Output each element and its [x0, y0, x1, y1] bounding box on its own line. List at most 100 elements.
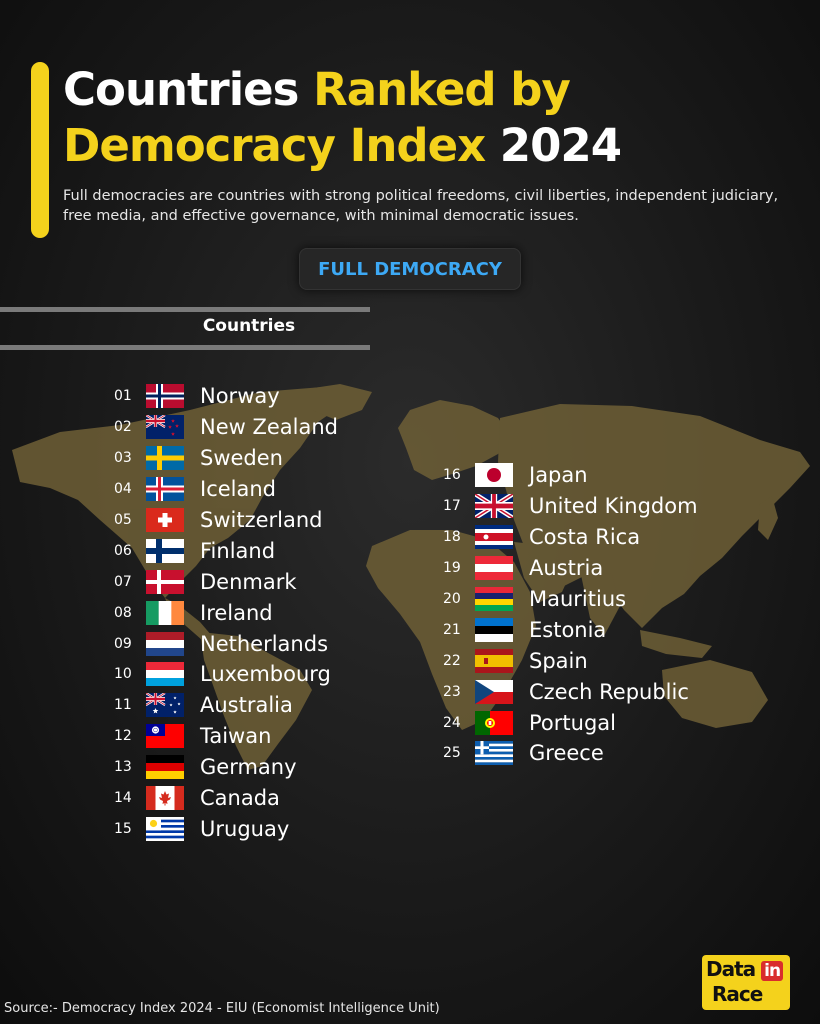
- country-row: 15 Uruguay: [108, 813, 338, 844]
- uruguay-flag-icon: [146, 816, 184, 841]
- new-zealand-flag-icon: [146, 415, 184, 440]
- iceland-flag-icon: [146, 477, 184, 502]
- country-name: Czech Republic: [529, 679, 689, 704]
- portugal-flag-icon: [475, 710, 513, 735]
- denmark-flag-icon: [146, 569, 184, 594]
- country-name: Mauritius: [529, 587, 627, 611]
- country-rank: 19: [443, 560, 461, 577]
- title-part-year: 2024: [485, 119, 622, 172]
- country-name: Finland: [200, 538, 276, 563]
- country-row: 08 Ireland: [108, 597, 338, 628]
- country-row: 14 Canada: [108, 783, 338, 814]
- sweden-flag-icon: [146, 446, 184, 471]
- country-rank: 12: [114, 728, 132, 745]
- country-row: 05 Switzerland: [108, 505, 338, 536]
- country-rank: 01: [114, 388, 132, 405]
- country-row: 18 Costa Rica: [437, 522, 698, 553]
- canada-flag-icon: [146, 786, 184, 811]
- country-row: 12 Taiwan: [108, 721, 338, 752]
- country-rank: 22: [443, 652, 461, 669]
- country-rank: 02: [114, 419, 132, 436]
- country-rank: 06: [114, 542, 132, 559]
- austria-flag-icon: [475, 556, 513, 581]
- spain-flag-icon: [475, 648, 513, 673]
- country-name: Estonia: [529, 617, 607, 642]
- switzerland-flag-icon: [146, 508, 184, 532]
- country-row: 06 Finland: [108, 535, 338, 566]
- country-rank: 13: [114, 759, 132, 776]
- logo-word-race: Race: [712, 982, 763, 1006]
- finland-flag-icon: [146, 538, 184, 563]
- country-row: 22 Spain: [437, 645, 698, 676]
- country-row: 20 Mauritius: [437, 584, 698, 615]
- country-row: 16 Japan: [437, 460, 698, 491]
- country-row: 19 Austria: [437, 553, 698, 584]
- japan-flag-icon: [475, 463, 513, 488]
- country-rank: 25: [443, 745, 461, 762]
- country-name: Greece: [529, 741, 604, 766]
- data-in-race-logo: Data in Race: [702, 955, 790, 1010]
- norway-flag-icon: [146, 384, 184, 409]
- country-row: 24 Portugal: [437, 707, 698, 738]
- united-kingdom-flag-icon: [475, 494, 513, 519]
- country-rank: 14: [114, 790, 132, 807]
- column-header: Countries: [202, 316, 296, 336]
- country-name: Netherlands: [200, 631, 329, 656]
- country-rank: 15: [114, 820, 132, 837]
- country-name: Costa Rica: [529, 525, 641, 550]
- country-rank: 20: [443, 591, 461, 607]
- world-map-background: [12, 384, 810, 770]
- country-name: Uruguay: [200, 816, 290, 841]
- country-row: 09 Netherlands: [108, 628, 338, 659]
- country-row: 21 Estonia: [437, 614, 698, 645]
- country-rank: 16: [443, 467, 461, 484]
- source-note: Source:- Democracy Index 2024 - EIU (Eco…: [4, 1001, 440, 1016]
- country-rank: 18: [443, 529, 461, 546]
- logo-word-in: in: [761, 961, 784, 981]
- country-name: Luxembourg: [200, 662, 331, 687]
- category-badge: FULL DEMOCRACY: [299, 248, 521, 290]
- country-name: Australia: [200, 693, 293, 718]
- country-name: Ireland: [200, 600, 273, 625]
- country-name: Sweden: [200, 446, 283, 471]
- country-name: Spain: [529, 648, 588, 673]
- country-rank: 10: [114, 666, 132, 683]
- country-name: Japan: [529, 463, 588, 488]
- country-row: 03 Sweden: [108, 443, 338, 474]
- page-title: Countries Ranked by Democracy Index 2024: [63, 62, 803, 174]
- country-list-left: 01 Norway 02 New Zealand 03 Sweden 04 Iceland 05…: [108, 381, 338, 844]
- title-accent-bar: [31, 62, 49, 238]
- country-row: 02 New Zealand: [108, 412, 338, 443]
- country-row: 01 Norway: [108, 381, 338, 412]
- country-row: 17 United Kingdom: [437, 491, 698, 522]
- country-row: 04 Iceland: [108, 474, 338, 505]
- country-row: 25 Greece: [437, 738, 698, 769]
- mauritius-flag-icon: [475, 587, 513, 611]
- country-name: Denmark: [200, 569, 297, 594]
- title-part-democracy-index: Democracy Index: [63, 119, 486, 172]
- country-name: Taiwan: [200, 724, 272, 749]
- header-rule-top: [0, 307, 370, 312]
- country-rank: 03: [114, 450, 132, 467]
- title-part-countries: Countries: [63, 63, 314, 116]
- australia-flag-icon: [146, 693, 184, 718]
- header-rule-bottom: [0, 345, 370, 350]
- country-rank: 17: [443, 498, 461, 515]
- netherlands-flag-icon: [146, 631, 184, 656]
- country-rank: 24: [443, 714, 461, 731]
- country-rank: 11: [114, 697, 132, 714]
- country-name: Norway: [200, 384, 280, 409]
- greece-flag-icon: [475, 741, 513, 766]
- country-rank: 21: [443, 621, 461, 638]
- luxembourg-flag-icon: [146, 662, 184, 687]
- estonia-flag-icon: [475, 617, 513, 642]
- country-rank: 05: [114, 512, 132, 528]
- country-name: Canada: [200, 786, 280, 811]
- taiwan-flag-icon: [146, 724, 184, 749]
- ireland-flag-icon: [146, 600, 184, 625]
- germany-flag-icon: [146, 755, 184, 780]
- country-row: 23 Czech Republic: [437, 676, 698, 707]
- country-row: 11 Australia: [108, 690, 338, 721]
- country-row: 10 Luxembourg: [108, 659, 338, 690]
- page-subtitle: Full democracies are countries with stro…: [63, 188, 779, 224]
